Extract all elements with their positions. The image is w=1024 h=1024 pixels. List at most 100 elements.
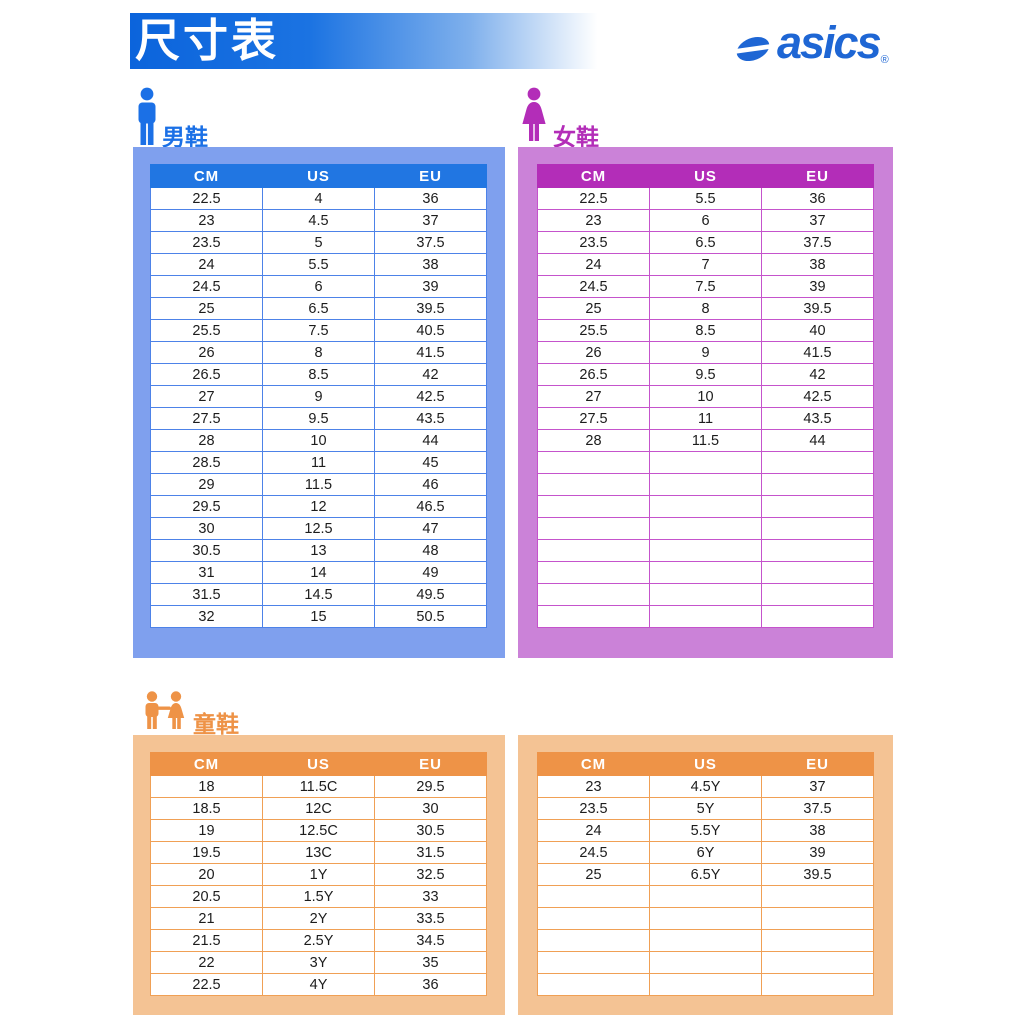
column-header-eu: EU (761, 752, 874, 776)
table-cell: 8 (649, 297, 762, 320)
table-cell: 6Y (649, 841, 762, 864)
table-cell (537, 605, 650, 628)
table-cell: 42 (374, 363, 487, 386)
page-title: 尺寸表 (135, 15, 280, 66)
table-cell: 42.5 (761, 385, 874, 408)
table-cell: 39.5 (374, 297, 487, 320)
table-row: 23 4.5Y 37 (537, 775, 874, 798)
table-row: 28.5 11 45 (150, 451, 487, 474)
table-cell (761, 539, 874, 562)
table-cell: 25 (537, 297, 650, 320)
table-cell (649, 451, 762, 474)
table-cell: 24.5 (537, 841, 650, 864)
table-row: 24.5 6 39 (150, 275, 487, 298)
table-row: 26.5 9.5 42 (537, 363, 874, 386)
column-header-us: US (262, 752, 375, 776)
table-row: 24.5 6Y 39 (537, 841, 874, 864)
table-cell: 21.5 (150, 929, 263, 952)
men-size-table: CM US EU 22.5 4 36 23 4.5 37 23.5 5 37.5 24 5.5 38 2… (150, 164, 487, 628)
table-cell: 6.5 (262, 297, 375, 320)
table-row: 27 9 42.5 (150, 385, 487, 408)
table-cell (537, 973, 650, 996)
table-cell (649, 561, 762, 584)
table-cell: 31.5 (150, 583, 263, 606)
table-cell: 12 (262, 495, 375, 518)
table-cell: 29 (150, 473, 263, 496)
table-cell: 37 (761, 209, 874, 232)
table-cell (649, 885, 762, 908)
table-cell (761, 495, 874, 518)
table-cell: 38 (374, 253, 487, 276)
table-row: 23.5 5 37.5 (150, 231, 487, 254)
table-cell (537, 539, 650, 562)
column-header-cm: CM (537, 164, 650, 188)
table-cell: 33.5 (374, 907, 487, 930)
asics-spiral-logo-icon (731, 25, 775, 74)
table-cell: 29.5 (150, 495, 263, 518)
table-cell: 8.5 (262, 363, 375, 386)
column-header-us: US (649, 164, 762, 188)
table-row: 29.5 12 46.5 (150, 495, 487, 518)
table-row (537, 973, 874, 996)
table-cell: 39 (761, 275, 874, 298)
table-row (537, 561, 874, 584)
table-cell: 30 (150, 517, 263, 540)
table-cell: 50.5 (374, 605, 487, 628)
column-header-eu: EU (761, 164, 874, 188)
table-header-row: CM US EU (150, 752, 487, 776)
table-cell: 22 (150, 951, 263, 974)
table-cell (761, 929, 874, 952)
table-cell: 22.5 (537, 187, 650, 210)
table-cell: 29.5 (374, 775, 487, 798)
table-cell (649, 495, 762, 518)
table-cell: 20 (150, 863, 263, 886)
table-row: 32 15 50.5 (150, 605, 487, 628)
table-cell: 23.5 (537, 797, 650, 820)
table-cell: 14.5 (262, 583, 375, 606)
table-cell: 37.5 (761, 797, 874, 820)
table-row: 22.5 5.5 36 (537, 187, 874, 210)
table-row (537, 583, 874, 606)
table-row (537, 473, 874, 496)
table-cell: 13C (262, 841, 375, 864)
table-cell: 41.5 (761, 341, 874, 364)
table-cell: 12.5 (262, 517, 375, 540)
table-cell: 2.5Y (262, 929, 375, 952)
table-cell: 27.5 (150, 407, 263, 430)
table-cell: 23 (537, 775, 650, 798)
table-row: 20 1Y 32.5 (150, 863, 487, 886)
table-cell (649, 951, 762, 974)
table-cell: 39.5 (761, 297, 874, 320)
table-cell (761, 605, 874, 628)
table-row (537, 951, 874, 974)
table-header-row: CM US EU (537, 752, 874, 776)
table-cell: 8 (262, 341, 375, 364)
table-cell (537, 929, 650, 952)
table-row: 21 2Y 33.5 (150, 907, 487, 930)
registered-trademark: ® (880, 54, 889, 66)
column-header-eu: EU (374, 164, 487, 188)
table-cell (649, 605, 762, 628)
table-row: 18 11.5C 29.5 (150, 775, 487, 798)
table-cell: 22.5 (150, 973, 263, 996)
table-row (537, 885, 874, 908)
table-cell: 43.5 (761, 407, 874, 430)
table-header-row: CM US EU (150, 164, 487, 188)
table-cell: 49 (374, 561, 487, 584)
table-cell: 40 (761, 319, 874, 342)
two-children-holding-hands-icon (141, 691, 191, 740)
table-cell: 4Y (262, 973, 375, 996)
table-cell: 45 (374, 451, 487, 474)
women-size-table: CM US EU 22.5 5.5 36 23 6 37 23.5 6.5 37.5 24 7 38 2… (537, 164, 874, 628)
table-cell (537, 451, 650, 474)
table-cell: 37 (761, 775, 874, 798)
table-cell (537, 951, 650, 974)
table-cell: 25 (150, 297, 263, 320)
table-cell: 12.5C (262, 819, 375, 842)
table-cell: 41.5 (374, 341, 487, 364)
table-cell: 25 (537, 863, 650, 886)
table-cell: 18.5 (150, 797, 263, 820)
brand-wordmark: asics (777, 17, 882, 68)
table-cell: 5 (262, 231, 375, 254)
table-cell: 40.5 (374, 319, 487, 342)
